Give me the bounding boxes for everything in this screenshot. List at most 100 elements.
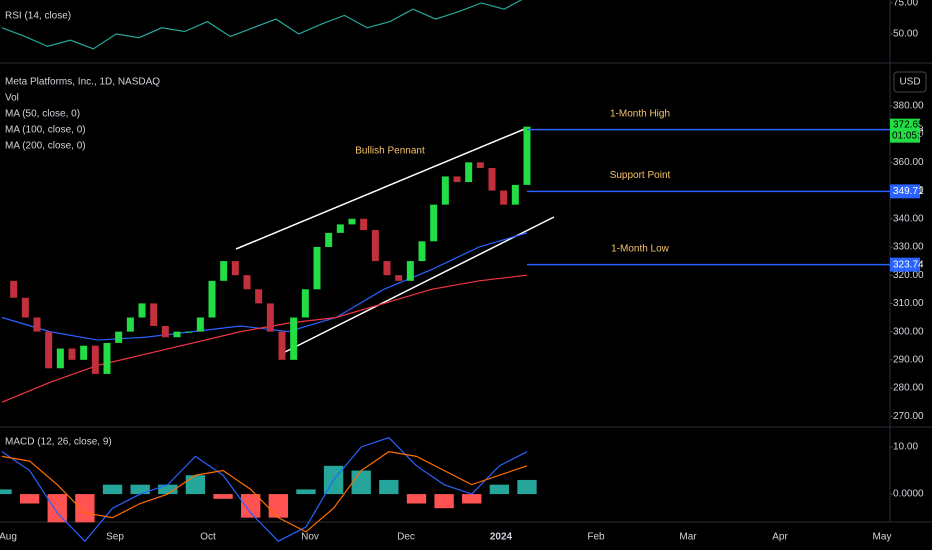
y-tick-label: 340.00 bbox=[893, 213, 924, 224]
candle bbox=[301, 289, 309, 318]
candle bbox=[33, 317, 41, 332]
candle bbox=[68, 348, 76, 360]
x-tick-label: Nov bbox=[301, 532, 319, 543]
price-tag bbox=[890, 257, 920, 272]
candle bbox=[453, 176, 461, 183]
candle bbox=[465, 162, 473, 183]
candle bbox=[21, 297, 29, 318]
x-tick-label: Aug bbox=[0, 532, 17, 543]
candle bbox=[266, 303, 274, 332]
hist-bar bbox=[158, 484, 178, 495]
pennant-line bbox=[235, 127, 528, 250]
hist-bar bbox=[241, 494, 261, 518]
hist-bar bbox=[296, 489, 316, 495]
hist-bar bbox=[489, 484, 510, 495]
candle bbox=[500, 190, 508, 205]
candle bbox=[10, 280, 18, 298]
ma-label: MA (100, close, 0) bbox=[5, 125, 86, 136]
candle bbox=[383, 261, 391, 276]
pennant-line bbox=[282, 216, 555, 354]
candle bbox=[371, 230, 379, 262]
candle bbox=[395, 275, 403, 281]
x-tick-label: Mar bbox=[679, 532, 697, 543]
y-tick-label: 290.00 bbox=[893, 354, 924, 365]
rsi-label: RSI (14, close) bbox=[5, 11, 71, 22]
hist-bar bbox=[47, 494, 67, 523]
hist-bar bbox=[185, 475, 206, 495]
y-tick-label: 330.00 bbox=[893, 242, 924, 253]
ma100-line bbox=[1, 274, 528, 403]
candle bbox=[418, 241, 426, 262]
hist-bar bbox=[517, 479, 537, 495]
y-tick-label: 270.00 bbox=[893, 411, 924, 422]
x-tick-label: May bbox=[873, 532, 892, 543]
currency[interactable]: USD bbox=[899, 77, 920, 88]
candle bbox=[150, 303, 158, 326]
annotation: Bullish Pennant bbox=[355, 146, 425, 157]
ma-label: MA (50, close, 0) bbox=[5, 109, 80, 120]
candle bbox=[220, 261, 228, 281]
level-name: 1-Month Low bbox=[611, 243, 670, 254]
hist-bar bbox=[379, 479, 399, 495]
candle bbox=[196, 317, 204, 332]
price-tag-label: 323.74 bbox=[893, 259, 924, 270]
vol-label: Vol bbox=[5, 93, 19, 104]
price-tag-label: 349.71 bbox=[893, 186, 924, 197]
hist-bar bbox=[0, 489, 12, 495]
candle bbox=[476, 162, 484, 168]
x-tick-label: Apr bbox=[772, 532, 788, 543]
candle bbox=[511, 184, 519, 205]
candle bbox=[255, 289, 263, 304]
candle bbox=[488, 167, 496, 191]
candle bbox=[406, 261, 414, 281]
candle bbox=[173, 331, 181, 338]
candle bbox=[430, 204, 438, 242]
signal-line bbox=[1, 451, 528, 533]
y-tick-label: 280.00 bbox=[893, 383, 924, 394]
hist-bar bbox=[75, 494, 95, 523]
candle bbox=[56, 348, 64, 369]
candle bbox=[185, 331, 193, 333]
x-tick-label: Feb bbox=[587, 532, 605, 543]
y-tick-label: 300.00 bbox=[893, 326, 924, 337]
y-tick-label: 10.00 bbox=[893, 442, 918, 453]
last-price-tag bbox=[890, 118, 920, 143]
last-price-label: 372.65 bbox=[893, 119, 924, 130]
candle bbox=[441, 176, 449, 205]
ma-label: MA (200, close, 0) bbox=[5, 141, 86, 152]
x-tick-label: Sep bbox=[106, 532, 124, 543]
y-tick-label: 0.0000 bbox=[893, 489, 924, 500]
candle bbox=[348, 218, 356, 225]
price-tag bbox=[890, 184, 920, 199]
hist-bar bbox=[268, 494, 288, 518]
hist-bar bbox=[406, 494, 427, 504]
y-tick-label: 360.00 bbox=[893, 157, 924, 168]
macd-label: MACD (12, 26, close, 9) bbox=[5, 437, 112, 448]
candle bbox=[231, 261, 239, 276]
candle bbox=[523, 126, 531, 185]
candle bbox=[138, 303, 146, 318]
x-tick-label: Oct bbox=[200, 532, 216, 543]
hist-bar bbox=[130, 484, 150, 495]
candle bbox=[313, 246, 321, 290]
candle bbox=[126, 317, 134, 332]
macd-line bbox=[1, 436, 528, 543]
hist-bar bbox=[19, 494, 40, 504]
candle bbox=[115, 331, 123, 343]
candle bbox=[336, 224, 344, 233]
candle bbox=[45, 331, 53, 369]
candle bbox=[290, 317, 298, 360]
currency-button[interactable] bbox=[893, 71, 927, 93]
level-name: Support Point bbox=[610, 170, 671, 181]
hist-bar bbox=[213, 494, 233, 499]
candle bbox=[278, 331, 286, 360]
hist-bar bbox=[462, 494, 482, 504]
candle bbox=[161, 325, 169, 338]
hist-bar bbox=[434, 494, 454, 509]
symbol: Meta Platforms, Inc., 1D, NASDAQ bbox=[5, 77, 160, 88]
candle bbox=[325, 232, 333, 247]
candle bbox=[91, 345, 99, 374]
candle bbox=[80, 345, 88, 360]
